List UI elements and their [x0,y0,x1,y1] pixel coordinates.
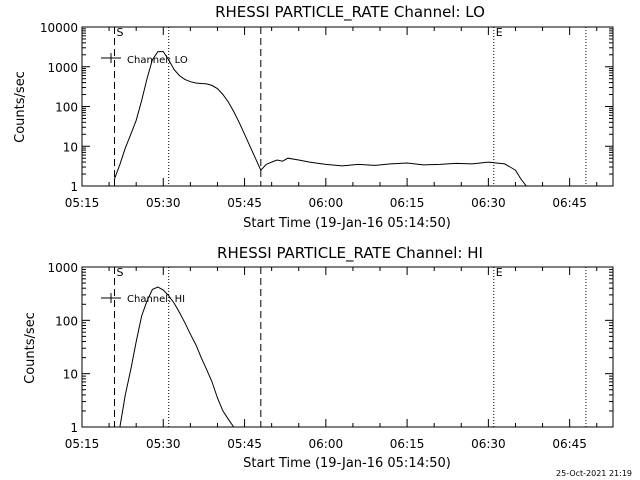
chart-title: RHESSI PARTICLE_RATE Channel: HI [217,244,483,263]
x-tick-label: 05:30 [146,437,181,451]
x-tick-label: 05:45 [227,437,262,451]
legend-label: Channel: LO [127,55,188,66]
x-tick-label: 06:30 [471,196,506,210]
legend-label: Channel: HI [127,294,185,305]
data-series-line [119,286,235,428]
x-tick-label: 05:45 [227,196,262,210]
y-tick-label: 10 [63,368,78,382]
y-tick-label: 100 [55,101,78,115]
time-marker-e: E [496,266,503,279]
time-marker-s: S [117,26,124,39]
time-marker-e: E [496,26,503,39]
y-tick-label: 1 [70,421,78,435]
y-axis-label: Counts/sec [13,71,28,143]
x-tick-label: 06:45 [552,196,587,210]
plot-frame [81,266,614,428]
x-tick-label: 06:00 [309,437,344,451]
y-tick-label: 1 [70,180,78,194]
chart-title: RHESSI PARTICLE_RATE Channel: LO [215,3,485,22]
x-tick-label: 05:15 [65,437,100,451]
x-axis-label: Start Time (19-Jan-16 05:14:50) [243,456,451,471]
timestamp: 25-Oct-2021 21:19 [556,469,632,478]
x-tick-label: 06:00 [309,196,344,210]
y-tick-label: 10 [63,140,78,154]
plot-frame [81,26,614,187]
y-tick-label: 10000 [40,21,78,35]
x-tick-label: 06:15 [390,196,425,210]
panel-hi: RHESSI PARTICLE_RATE Channel: HI Counts/… [23,244,614,471]
panel-lo: RHESSI PARTICLE_RATE Channel: LO Counts/… [13,3,614,231]
time-marker-s: S [117,266,124,279]
y-tick-label: 100 [55,314,78,328]
y-tick-label: 1000 [47,261,78,275]
y-tick-label: 1000 [47,61,78,75]
data-series-line [82,51,586,187]
x-tick-label: 06:45 [552,437,587,451]
x-tick-label: 05:30 [146,196,181,210]
x-tick-label: 06:15 [390,437,425,451]
y-axis-label: Counts/sec [23,312,38,384]
x-axis-label: Start Time (19-Jan-16 05:14:50) [243,216,451,231]
x-tick-label: 05:15 [65,196,100,210]
x-tick-label: 06:30 [471,437,506,451]
